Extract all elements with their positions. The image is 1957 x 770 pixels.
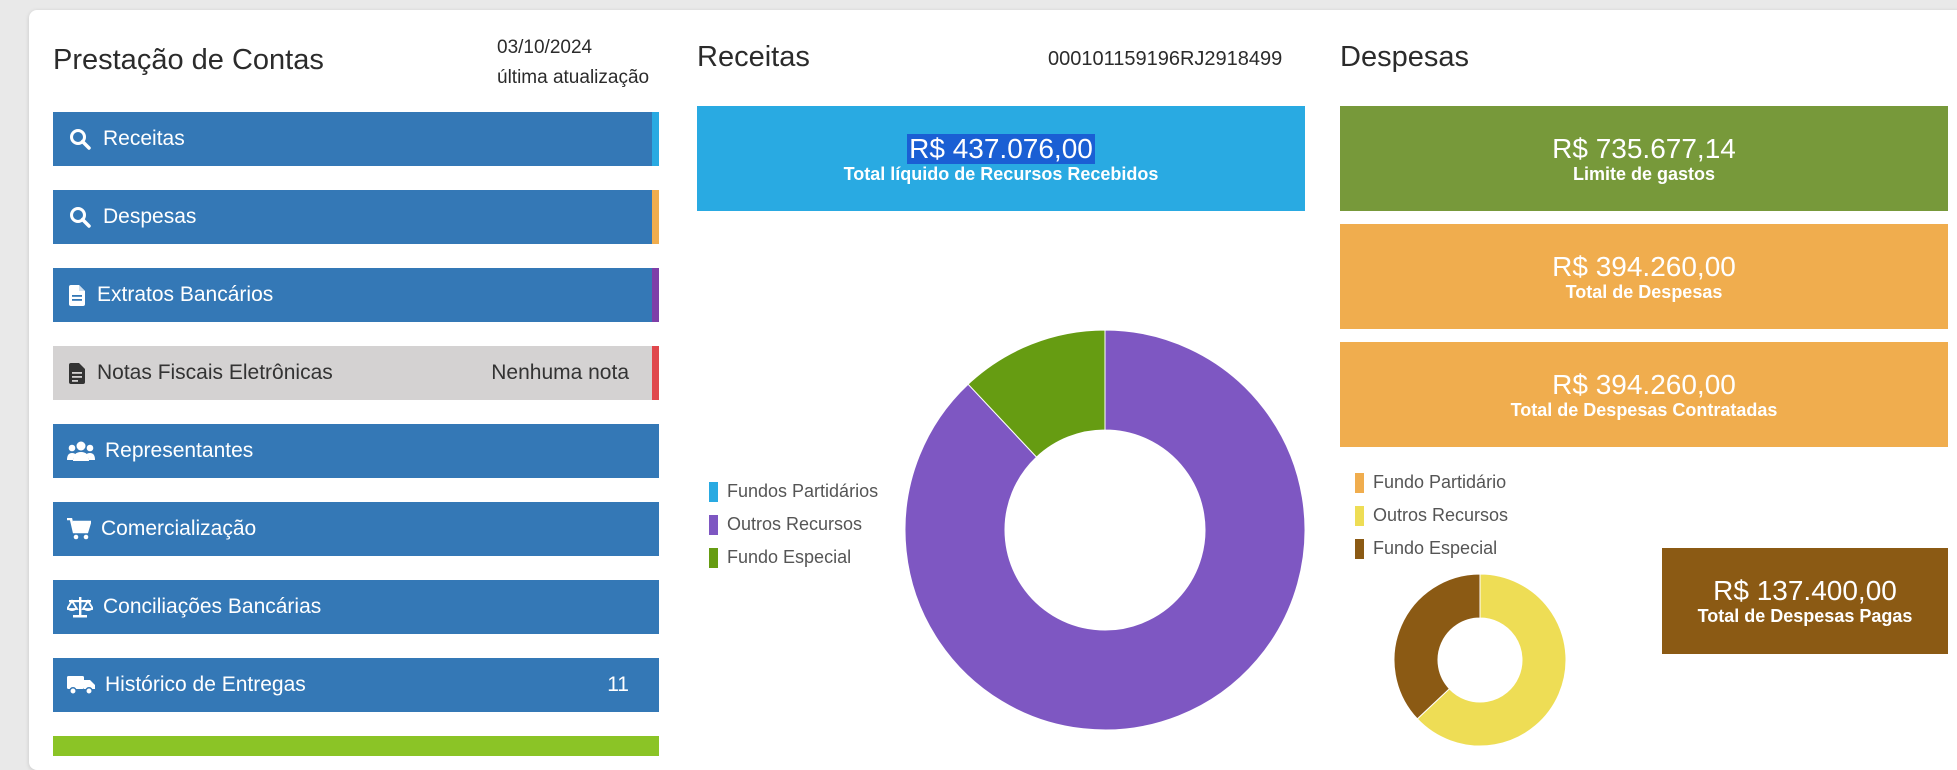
truck-icon [67, 672, 95, 698]
legend-swatch [1355, 472, 1364, 493]
receitas-total-label: Total líquido de Recursos Recebidos [843, 163, 1159, 184]
legend-label: Outros Recursos [1373, 505, 1509, 525]
menu-receitas-label: Receitas [103, 127, 185, 150]
donut-slice-fundo-especial[interactable] [1393, 573, 1481, 720]
legend-item[interactable]: Outros Recursos [1355, 499, 1508, 532]
limite-gastos-value: R$ 735.677,14 [1552, 132, 1736, 164]
despesas-pagas-box: R$ 137.400,00 Total de Despesas Pagas [1662, 548, 1948, 654]
despesas-contratadas-value: R$ 394.260,00 [1552, 368, 1736, 400]
menu-extratos-button[interactable]: Extratos Bancários [53, 268, 659, 322]
legend-item[interactable]: Fundo Especial [1355, 532, 1508, 565]
receitas-total-box: R$ 437.076,00 Total líquido de Recursos … [697, 106, 1305, 211]
menu-representantes-button[interactable]: Representantes [53, 424, 659, 478]
legend-swatch [1355, 538, 1364, 559]
despesas-donut-chart [1393, 573, 1567, 747]
donut-slice-outros-recursos[interactable] [904, 329, 1306, 731]
menu-conciliacoes-button[interactable]: Conciliações Bancárias [53, 580, 659, 634]
cart-icon [67, 516, 91, 542]
menu-next-button-partial[interactable] [53, 736, 659, 756]
legend-label: Fundo Especial [727, 547, 852, 567]
receitas-title: Receitas [697, 41, 810, 73]
menu-historico-button[interactable]: Histórico de Entregas 11 [53, 658, 659, 712]
menu-despesas-stripe [652, 190, 659, 244]
total-despesas-label: Total de Despesas [1565, 281, 1723, 302]
menu-comercializacao-label: Comercialização [101, 517, 257, 540]
receipt-icon [67, 360, 87, 386]
document-icon [67, 282, 87, 308]
last-update-caption: última atualização [497, 67, 650, 88]
legend-swatch [709, 481, 718, 502]
legend-item[interactable]: Outros Recursos [709, 508, 878, 541]
menu-representantes-label: Representantes [105, 439, 254, 462]
search-icon [67, 126, 93, 152]
receitas-donut-chart [904, 329, 1306, 731]
limite-gastos-label: Limite de gastos [1572, 163, 1716, 184]
despesas-title: Despesas [1340, 41, 1469, 73]
menu-extratos-label: Extratos Bancários [97, 283, 274, 306]
menu-notas-fiscais-label: Notas Fiscais Eletrônicas [97, 361, 333, 384]
donut-slice-fundo-especial[interactable] [967, 329, 1106, 458]
legend-label: Fundos Partidários [727, 481, 879, 501]
receitas-legend: Fundos Partidários Outros Recursos Fundo… [709, 475, 878, 574]
legend-swatch [709, 547, 718, 568]
menu-conciliacoes-label: Conciliações Bancárias [103, 595, 322, 618]
menu-receitas-stripe [652, 112, 659, 166]
despesas-pagas-label: Total de Despesas Pagas [1697, 606, 1913, 626]
scale-icon [67, 594, 93, 620]
search-icon [67, 204, 93, 230]
menu-despesas-button[interactable]: Despesas [53, 190, 659, 244]
menu-despesas-label: Despesas [103, 205, 197, 228]
menu-historico-label: Histórico de Entregas [105, 673, 306, 696]
menu-comercializacao-button[interactable]: Comercialização [53, 502, 659, 556]
legend-swatch [709, 514, 718, 535]
last-update-date: 03/10/2024 [497, 37, 593, 58]
despesas-legend: Fundo Partidário Outros Recursos Fundo E… [1355, 466, 1508, 565]
total-despesas-value: R$ 394.260,00 [1552, 250, 1736, 282]
legend-item[interactable]: Fundo Partidário [1355, 466, 1508, 499]
legend-item[interactable]: Fundo Especial [709, 541, 878, 574]
legend-item[interactable]: Fundos Partidários [709, 475, 878, 508]
receitas-code: 000101159196RJ2918499 [1048, 48, 1283, 70]
menu-extratos-stripe [652, 268, 659, 322]
menu-notas-fiscais-button[interactable]: Notas Fiscais Eletrônicas Nenhuma nota [53, 346, 659, 400]
legend-label: Fundo Partidário [1373, 472, 1507, 492]
despesas-pagas-value: R$ 137.400,00 [1713, 575, 1897, 606]
users-icon [67, 438, 95, 464]
legend-swatch [1355, 505, 1364, 526]
historico-count: 11 [607, 673, 629, 696]
limite-gastos-box: R$ 735.677,14 Limite de gastos [1340, 106, 1948, 211]
despesas-contratadas-box: R$ 394.260,00 Total de Despesas Contrata… [1340, 342, 1948, 447]
receitas-total-value: R$ 437.076,00 [907, 132, 1095, 164]
menu-receitas-button[interactable]: Receitas [53, 112, 659, 166]
total-despesas-box: R$ 394.260,00 Total de Despesas [1340, 224, 1948, 329]
notas-fiscais-badge: Nenhuma nota [491, 361, 629, 384]
legend-label: Outros Recursos [727, 514, 863, 534]
legend-label: Fundo Especial [1373, 538, 1498, 558]
donut-slice-outros-recursos[interactable] [1416, 573, 1567, 747]
page-title: Prestação de Contas [53, 44, 324, 76]
despesas-contratadas-label: Total de Despesas Contratadas [1510, 399, 1778, 420]
menu-notas-fiscais-stripe [652, 346, 659, 400]
